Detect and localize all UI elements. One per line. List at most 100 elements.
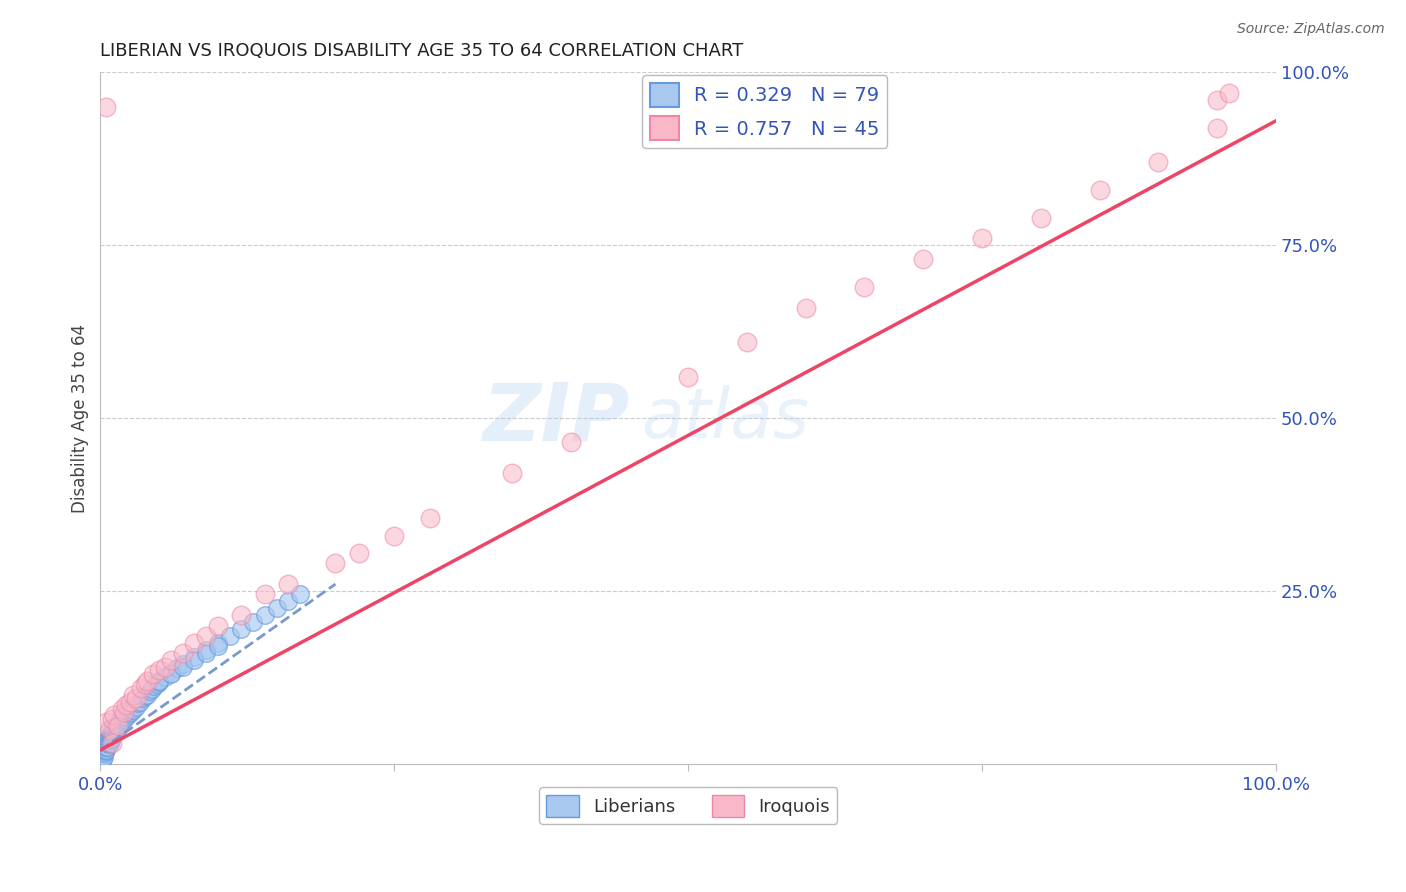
Point (98, 723, 121, 737)
Point (118, 695, 141, 709)
Point (122, 703, 145, 717)
Point (148, 675, 170, 690)
Point (141, 682, 163, 697)
Point (166, 661, 188, 675)
Point (94, 744, 117, 758)
Point (120, 705, 142, 719)
Point (96, 743, 118, 757)
Point (1218, 86, 1240, 100)
Point (101, 725, 124, 739)
Point (1206, 120, 1229, 135)
Point (160, 667, 183, 681)
Point (325, 557, 347, 571)
Point (111, 710, 134, 724)
Point (93, 750, 115, 764)
Point (183, 649, 205, 664)
Point (104, 723, 127, 738)
Point (912, 252, 935, 266)
Point (207, 640, 229, 654)
Point (129, 695, 152, 709)
Point (96, 732, 118, 747)
Point (115, 710, 138, 724)
Point (676, 369, 699, 384)
Point (96, 739, 118, 754)
Text: LIBERIAN VS IROQUOIS DISABILITY AGE 35 TO 64 CORRELATION CHART: LIBERIAN VS IROQUOIS DISABILITY AGE 35 T… (100, 42, 744, 60)
Point (96, 100, 118, 114)
Point (127, 696, 149, 710)
Point (153, 670, 176, 684)
Point (501, 467, 523, 481)
Legend: Liberians, Iroquois: Liberians, Iroquois (538, 788, 838, 824)
Point (1206, 93, 1229, 107)
Point (114, 708, 136, 723)
Point (124, 700, 146, 714)
Point (97, 732, 120, 747)
Point (142, 667, 165, 681)
Point (108, 716, 131, 731)
Point (218, 629, 240, 643)
Text: atlas: atlas (641, 384, 808, 451)
Point (253, 608, 276, 623)
Y-axis label: Disability Age 35 to 64: Disability Age 35 to 64 (72, 324, 89, 513)
Point (112, 712, 135, 726)
Point (134, 689, 156, 703)
Point (277, 594, 299, 608)
Point (735, 334, 758, 349)
Point (1147, 155, 1170, 169)
Point (117, 706, 139, 721)
Point (105, 716, 128, 731)
Point (207, 636, 229, 650)
Point (98, 731, 121, 745)
Point (96, 736, 118, 750)
Point (110, 712, 132, 726)
Point (153, 660, 176, 674)
Point (97, 738, 120, 752)
Point (418, 511, 440, 525)
Point (143, 679, 166, 693)
Point (98, 728, 121, 742)
Point (794, 301, 817, 315)
Point (96, 739, 118, 754)
Point (103, 725, 125, 739)
Point (121, 701, 143, 715)
Point (183, 653, 205, 667)
Point (117, 705, 139, 719)
Point (103, 721, 125, 735)
Point (183, 636, 205, 650)
Point (160, 653, 183, 667)
Point (382, 529, 405, 543)
Point (277, 577, 299, 591)
Point (110, 701, 132, 715)
Point (172, 660, 194, 674)
Point (112, 705, 135, 719)
Point (124, 691, 146, 706)
Point (136, 688, 159, 702)
Point (107, 719, 129, 733)
Point (104, 719, 127, 733)
Point (103, 723, 125, 738)
Point (100, 732, 122, 747)
Point (970, 231, 993, 245)
Point (105, 723, 128, 737)
Point (131, 691, 153, 706)
Point (242, 615, 264, 629)
Point (96, 736, 118, 750)
Point (94, 741, 117, 756)
Point (91, 748, 114, 763)
Point (266, 601, 288, 615)
Point (231, 608, 253, 623)
Point (118, 703, 141, 717)
Point (207, 618, 229, 632)
Text: ZIP: ZIP (482, 379, 630, 457)
Point (195, 629, 218, 643)
Point (101, 712, 124, 726)
Point (148, 664, 170, 678)
Point (91, 751, 114, 765)
Point (290, 587, 312, 601)
Point (172, 657, 194, 671)
Point (96, 715, 118, 730)
Point (131, 681, 153, 695)
Point (115, 698, 138, 712)
Point (100, 729, 122, 743)
Point (98, 736, 121, 750)
